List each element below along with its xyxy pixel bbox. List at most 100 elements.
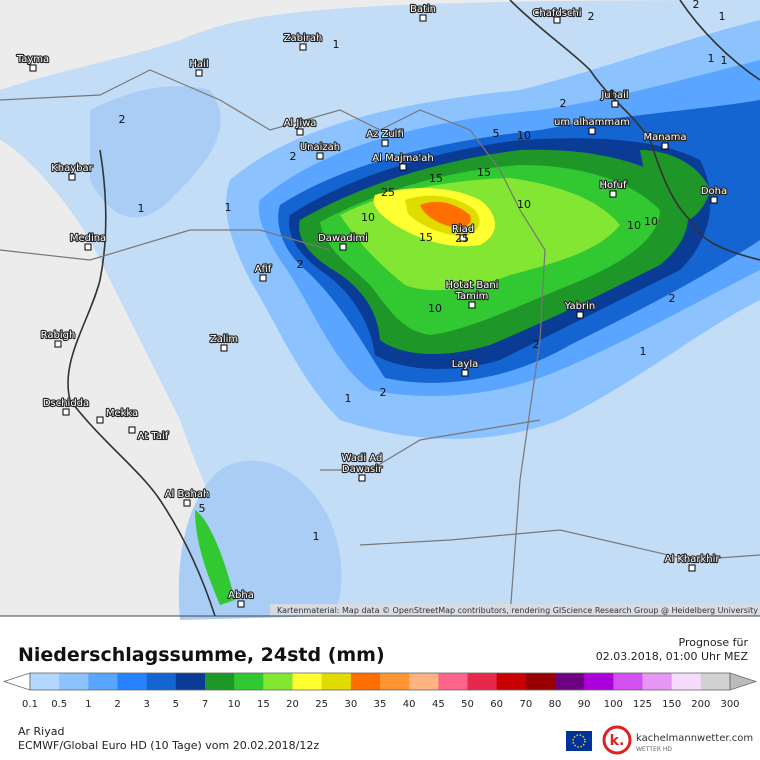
place-label: At Taif [138,431,169,442]
place-marker [611,100,619,108]
place-label: Zalim [210,334,238,345]
contour-label: 1 [721,54,728,67]
legend-swatch [263,673,293,690]
legend-label: 150 [662,699,681,710]
place-marker [259,274,267,282]
place-marker [299,43,307,51]
legend-label: 5 [173,699,179,710]
contour-label: 10 [428,302,442,315]
contour-label: 2 [533,338,540,351]
contour-label: 1 [313,530,320,543]
legend-swatch [380,673,410,690]
contour-label: 1 [708,52,715,65]
place-label: Al Kharkhir [665,554,721,565]
legend-label: 25 [315,699,328,710]
contour-label: 10 [361,211,375,224]
legend-arrow-right [729,672,758,691]
location: Ar Riyad [18,725,64,738]
contour-label: 2 [119,113,126,126]
legend-label: 60 [490,699,503,710]
legend-swatch [555,673,585,690]
legend-label: 90 [578,699,591,710]
contour-label: 2 [669,292,676,305]
place-marker [29,64,37,72]
legend-swatch [496,673,527,690]
place-label: Az Zulfi [366,129,404,140]
contour-label: 10 [644,215,658,228]
contour-label: 5 [493,127,500,140]
legend-label: 80 [549,699,562,710]
place-label: Medina [70,233,106,244]
legend-swatch [438,673,468,690]
logo: k. kachelmannwetter.com WETTER HD [566,725,753,755]
places: Batin Chafdschi Zabirah Tayma Hail Jubail um a… [15,3,728,608]
contour-label: 10 [517,129,531,142]
place-marker [220,344,228,352]
contour-label: 1 [719,10,726,23]
place-label: Abha [228,590,254,601]
legend-label: 1 [85,699,91,710]
place-label: Doha [701,186,727,197]
place-marker [316,152,324,160]
contour-label: 15 [477,166,491,179]
place-label: Yabrin [564,301,595,312]
place-marker [468,301,476,309]
place-label: Jubail [600,90,628,101]
legend-swatch [292,673,323,690]
place-marker [459,234,467,242]
legend-swatch [642,673,673,690]
place-marker [609,190,617,198]
legend-label: 300 [720,699,739,710]
forecast-time: 02.03.2018, 01:00 Uhr MEZ [596,650,749,663]
place-marker [461,369,469,377]
legend-label: 20 [286,699,299,710]
place-marker [62,408,70,416]
legend-label: 2 [114,699,120,710]
legend-swatch [30,673,60,690]
place-marker [339,243,347,251]
contour-label: 2 [297,258,304,271]
map: Kartenmaterial: Map data © OpenStreetMap… [0,0,760,620]
legend-swatch [88,673,118,690]
place-label: Unaizah [300,142,340,153]
legend: 0.1 0.5 1 2 3 5 7 10 15 20 25 30 35 40 45 50 60 70 80 90 100… [2,672,758,710]
legend-frame [29,672,731,691]
legend-label: 100 [604,699,623,710]
place-label: Afif [255,264,272,275]
legend-arrow-left [2,672,31,691]
place-label: Rabigh [41,330,76,341]
place-label: Chafdschi [532,8,581,19]
legend-swatch [700,673,731,690]
contour-label: 5 [199,502,206,515]
contour-label: 10 [517,198,531,211]
contour-label: 1 [333,38,340,51]
legend-swatch [175,673,206,690]
legend-swatch [613,673,643,690]
legend-swatch [584,673,614,690]
legend-label: 15 [257,699,270,710]
place-marker [553,16,561,24]
legend-swatch [525,673,556,690]
place-marker [84,243,92,251]
model-info: ECMWF/Global Euro HD (10 Tage) vom 20.02… [18,739,319,752]
place-label: Al Bahah [165,489,210,500]
legend-swatch [117,673,148,690]
place-marker [183,499,191,507]
legend-swatch [59,673,89,690]
place-marker [661,142,669,150]
brand-sub: WETTER HD [636,746,672,753]
place-marker [688,564,696,572]
contour-label: 2 [560,97,567,110]
legend-label: 50 [461,699,474,710]
place-label: Zabirah [284,33,323,44]
legend-label: 0.5 [51,699,67,710]
legend-label: 70 [519,699,532,710]
place-marker [237,600,245,608]
place-label: Hotat Bani [446,280,499,291]
svg-text:k.: k. [610,733,625,749]
legend-swatch [234,673,264,690]
legend-label: 125 [633,699,652,710]
place-marker [399,163,407,171]
place-label: Layla [452,359,479,370]
